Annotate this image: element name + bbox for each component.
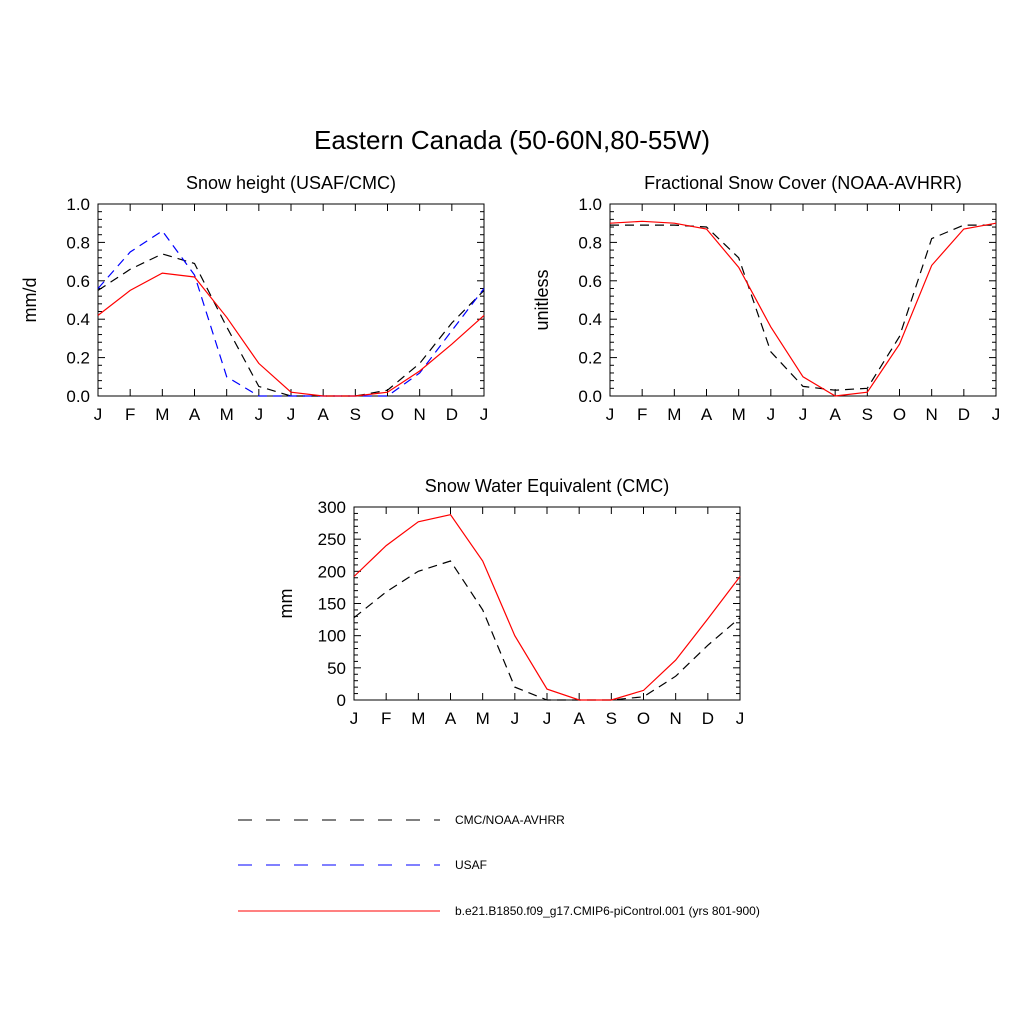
x-tick-label: N [414, 405, 426, 424]
x-tick-label: M [667, 405, 681, 424]
x-tick-label: J [606, 405, 615, 424]
y-tick-label: 0.4 [578, 310, 602, 329]
x-tick-label: A [445, 709, 457, 728]
series-line-0 [97, 253, 485, 397]
x-tick-label: M [411, 709, 425, 728]
panel-snow-height: Snow height (USAF/CMC)mm/dJ F M A M J J A S O N D J0… [20, 173, 488, 424]
x-tick-label: M [476, 709, 490, 728]
x-tick-label: M [155, 405, 169, 424]
x-tick-label: F [125, 405, 135, 424]
panel-title: Snow height (USAF/CMC) [186, 173, 396, 193]
x-tick-label: A [573, 709, 585, 728]
x-tick-label: J [736, 709, 745, 728]
y-tick-label: 150 [318, 595, 346, 614]
x-tick-label: N [670, 709, 682, 728]
x-tick-label: D [446, 405, 458, 424]
panel-swe: Snow Water Equivalent (CMC)mmJ F M A M J J A S O N… [276, 476, 744, 728]
y-tick-label: 0.2 [66, 349, 90, 368]
y-tick-label: 0.8 [66, 233, 90, 252]
panels: Snow height (USAF/CMC)mm/dJ F M A M J J A S O N D J0… [20, 173, 1000, 728]
series-line-2 [97, 272, 485, 397]
x-tick-label: D [702, 709, 714, 728]
legend-label: CMC/NOAA-AVHRR [455, 813, 565, 827]
x-tick-label: J [543, 709, 552, 728]
y-tick-label: 200 [318, 562, 346, 581]
figure-title: Eastern Canada (50-60N,80-55W) [314, 125, 710, 155]
x-tick-label: J [511, 709, 520, 728]
legend: CMC/NOAA-AVHRR USAF b.e21.B1850.f09_g17.CM… [238, 813, 760, 918]
y-tick-label: 50 [327, 659, 346, 678]
legend-label: b.e21.B1850.f09_g17.CMIP6-piControl.001 … [455, 904, 760, 918]
x-tick-label: N [926, 405, 938, 424]
y-tick-label: 0.4 [66, 310, 90, 329]
y-axis-label: mm [276, 589, 296, 619]
plot-frame [97, 203, 485, 397]
y-tick-label: 0.0 [66, 387, 90, 406]
x-tick-label: S [606, 709, 617, 728]
y-tick-label: 1.0 [578, 195, 602, 214]
x-tick-label: J [255, 405, 264, 424]
x-tick-label: J [94, 405, 103, 424]
x-tick-label: J [992, 405, 1001, 424]
y-tick-label: 300 [318, 498, 346, 517]
x-tick-label: O [893, 405, 906, 424]
x-tick-label: J [767, 405, 776, 424]
x-tick-label: M [220, 405, 234, 424]
x-tick-label: O [637, 709, 650, 728]
x-tick-label: J [350, 709, 359, 728]
y-tick-label: 100 [318, 627, 346, 646]
y-tick-label: 0 [337, 691, 346, 710]
y-tick-label: 0.6 [66, 272, 90, 291]
y-axis-label: unitless [532, 269, 552, 330]
y-tick-label: 1.0 [66, 195, 90, 214]
series-line-1 [609, 220, 997, 397]
x-tick-label: J [480, 405, 489, 424]
series-line-1 [97, 230, 485, 397]
legend-label: USAF [455, 858, 487, 872]
x-tick-label: J [287, 405, 296, 424]
x-tick-label: A [189, 405, 201, 424]
y-tick-label: 250 [318, 530, 346, 549]
y-tick-label: 0.6 [578, 272, 602, 291]
x-tick-label: M [732, 405, 746, 424]
series-line-0 [353, 560, 741, 701]
series-line-0 [610, 224, 996, 391]
y-tick-label: 0.8 [578, 233, 602, 252]
x-tick-label: S [862, 405, 873, 424]
y-tick-label: 0.2 [578, 349, 602, 368]
series-line-1 [353, 514, 741, 701]
x-tick-label: D [958, 405, 970, 424]
x-tick-label: J [799, 405, 808, 424]
y-axis-label: mm/d [20, 278, 40, 323]
x-tick-label: A [829, 405, 841, 424]
x-tick-label: F [637, 405, 647, 424]
x-tick-label: S [350, 405, 361, 424]
x-tick-label: A [701, 405, 713, 424]
x-tick-label: O [381, 405, 394, 424]
y-tick-label: 0.0 [578, 387, 602, 406]
panel-title: Snow Water Equivalent (CMC) [425, 476, 669, 496]
x-tick-label: A [317, 405, 329, 424]
panel-title: Fractional Snow Cover (NOAA-AVHRR) [644, 173, 962, 193]
x-tick-label: F [381, 709, 391, 728]
plot-frame [353, 506, 741, 701]
plot-frame [609, 203, 997, 397]
panel-snow-cover: Fractional Snow Cover (NOAA-AVHRR) unitle… [532, 173, 1000, 424]
